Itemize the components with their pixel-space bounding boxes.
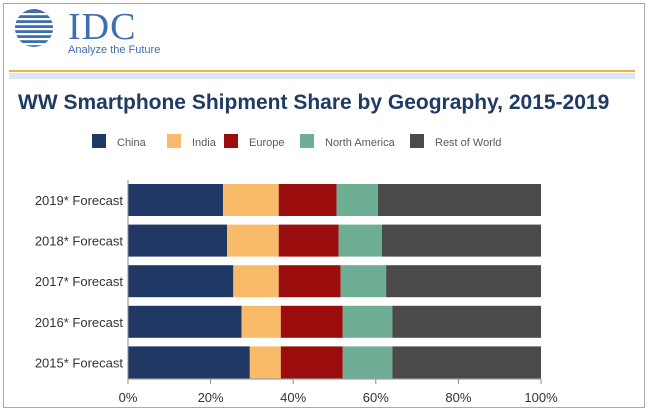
bar-segment-2-1 — [233, 265, 279, 298]
bar-segment-3-4 — [392, 305, 541, 338]
bar-segment-0-0 — [128, 184, 223, 216]
category-label-3: 2016* Forecast — [35, 315, 124, 330]
bar-segment-0-1 — [222, 184, 279, 216]
bar-segment-0-4 — [377, 184, 541, 216]
bar-segment-3-0 — [128, 305, 242, 338]
legend-swatch-2 — [224, 134, 238, 148]
logo-tagline: Analyze the Future — [68, 44, 161, 56]
chart-title: WW Smartphone Shipment Share by Geograph… — [18, 91, 610, 114]
legend-label-4: Rest of World — [435, 137, 501, 149]
logo-wordmark: IDC — [68, 6, 137, 48]
bar-segment-3-3 — [342, 305, 393, 338]
x-tick-label-5: 100% — [524, 390, 558, 405]
x-tick-label-2: 40% — [280, 390, 306, 405]
x-tick-label-4: 80% — [445, 390, 471, 405]
bar-segment-4-3 — [342, 346, 393, 379]
bar-segment-3-2 — [280, 305, 343, 338]
header-rule-blue — [9, 73, 635, 79]
legend-swatch-1 — [167, 134, 181, 148]
bar-segment-3-1 — [241, 305, 281, 338]
bar-segment-4-2 — [280, 346, 343, 379]
legend-label-2: Europe — [249, 137, 284, 149]
category-label-2: 2017* Forecast — [35, 274, 124, 289]
bar-segment-0-2 — [278, 184, 337, 216]
bar-segment-2-0 — [128, 265, 234, 298]
category-label-4: 2015* Forecast — [35, 355, 124, 370]
x-tick-label-0: 0% — [119, 390, 138, 405]
category-label-1: 2018* Forecast — [35, 234, 124, 249]
legend-swatch-3 — [300, 134, 314, 148]
bar-segment-1-3 — [338, 224, 382, 257]
bar-segment-1-4 — [381, 224, 541, 257]
x-tick-label-3: 60% — [363, 390, 389, 405]
legend-label-0: China — [117, 137, 147, 149]
idc-logo: IDC Analyze the Future — [10, 8, 160, 56]
legend-label-1: India — [192, 137, 217, 149]
legend-swatch-4 — [410, 134, 424, 148]
bar-segment-1-2 — [278, 224, 339, 257]
bar-segment-2-3 — [340, 265, 387, 298]
x-tick-label-1: 20% — [198, 390, 224, 405]
bar-segment-1-0 — [128, 224, 228, 257]
globe-icon — [15, 9, 53, 47]
legend-label-3: North America — [325, 137, 396, 149]
bar-segment-4-0 — [128, 346, 250, 379]
category-label-0: 2019* Forecast — [35, 193, 124, 208]
header-rule-orange — [9, 70, 635, 72]
bar-segment-2-2 — [278, 265, 341, 298]
bar-segment-1-1 — [227, 224, 279, 257]
bar-segment-4-1 — [249, 346, 281, 379]
bar-segment-2-4 — [386, 265, 541, 298]
bar-segment-0-3 — [336, 184, 378, 216]
legend-swatch-0 — [92, 134, 106, 148]
bar-segment-4-4 — [392, 346, 541, 379]
